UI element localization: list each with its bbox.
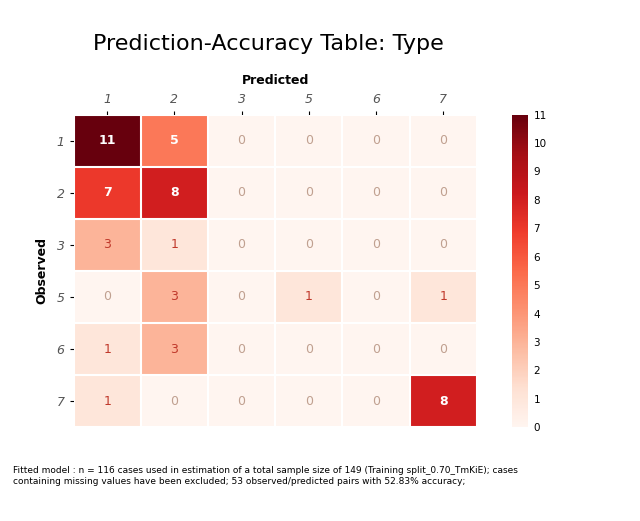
Bar [410, 167, 477, 219]
Bar [342, 219, 410, 271]
Text: 1: 1 [103, 343, 111, 355]
Bar [208, 167, 275, 219]
Text: 1: 1 [439, 291, 447, 303]
Bar [275, 375, 342, 427]
Text: 0: 0 [439, 134, 447, 147]
Bar [74, 375, 141, 427]
Text: 0: 0 [237, 395, 246, 407]
Text: 0: 0 [439, 239, 447, 251]
Bar [208, 375, 275, 427]
Bar [410, 115, 477, 167]
Text: 0: 0 [237, 187, 246, 199]
Bar [342, 375, 410, 427]
Text: 0: 0 [103, 291, 111, 303]
Bar [275, 323, 342, 375]
Bar [141, 115, 208, 167]
Bar [141, 219, 208, 271]
Bar [208, 115, 275, 167]
Bar [275, 115, 342, 167]
Bar [342, 271, 410, 323]
Text: 0: 0 [372, 134, 380, 147]
Text: 0: 0 [305, 134, 313, 147]
Text: Prediction-Accuracy Table: Type: Prediction-Accuracy Table: Type [93, 34, 444, 54]
Text: 7: 7 [103, 187, 111, 199]
Text: 0: 0 [237, 343, 246, 355]
Bar [74, 271, 141, 323]
Text: Fitted model : n = 116 cases used in estimation of a total sample size of 149 (T: Fitted model : n = 116 cases used in est… [13, 466, 518, 486]
Bar [410, 219, 477, 271]
Text: 0: 0 [372, 343, 380, 355]
Text: 11: 11 [99, 134, 116, 147]
Bar [141, 375, 208, 427]
Text: 0: 0 [237, 134, 246, 147]
Text: 1: 1 [170, 239, 179, 251]
Bar [141, 167, 208, 219]
Bar [141, 323, 208, 375]
Bar [74, 115, 141, 167]
Text: 0: 0 [170, 395, 179, 407]
Text: 3: 3 [170, 343, 179, 355]
Bar [74, 219, 141, 271]
Bar [74, 323, 141, 375]
Text: 0: 0 [237, 239, 246, 251]
Text: 0: 0 [305, 343, 313, 355]
Text: 0: 0 [305, 187, 313, 199]
Text: 8: 8 [170, 187, 179, 199]
Text: 0: 0 [372, 187, 380, 199]
Bar [342, 115, 410, 167]
Bar [141, 271, 208, 323]
Bar [208, 271, 275, 323]
Text: 0: 0 [439, 187, 447, 199]
Text: 0: 0 [237, 291, 246, 303]
Bar [410, 271, 477, 323]
Text: 3: 3 [103, 239, 111, 251]
Text: 0: 0 [372, 291, 380, 303]
Text: 1: 1 [305, 291, 313, 303]
Bar [342, 323, 410, 375]
Text: 5: 5 [170, 134, 179, 147]
Text: 0: 0 [439, 343, 447, 355]
X-axis label: Predicted: Predicted [241, 75, 309, 87]
Text: 1: 1 [103, 395, 111, 407]
Bar [410, 323, 477, 375]
Y-axis label: Observed: Observed [35, 238, 48, 304]
Text: 8: 8 [439, 395, 447, 407]
Text: 0: 0 [372, 239, 380, 251]
Text: 0: 0 [372, 395, 380, 407]
Bar [208, 323, 275, 375]
Bar [275, 167, 342, 219]
Text: 0: 0 [305, 395, 313, 407]
Bar [410, 375, 477, 427]
Bar [275, 219, 342, 271]
Text: 0: 0 [305, 239, 313, 251]
Bar [342, 167, 410, 219]
Bar [208, 219, 275, 271]
Text: 3: 3 [170, 291, 179, 303]
Bar [74, 167, 141, 219]
Bar [275, 271, 342, 323]
